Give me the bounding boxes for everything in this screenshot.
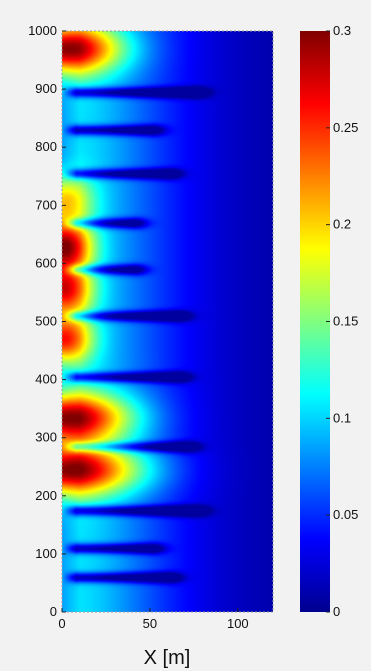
y-tick-label: 1000 (28, 23, 57, 38)
x-axis: 0 50 100 (58, 608, 249, 631)
x-tick-label: 0 (58, 616, 65, 631)
colorbar (300, 31, 330, 612)
colorbar-tick-label: 0.3 (333, 23, 351, 38)
y-tick-label: 600 (35, 255, 57, 270)
y-axis: 0 100 200 300 400 500 600 700 800 900 1000 (28, 23, 66, 619)
y-tick-label: 0 (50, 604, 57, 619)
y-tick-label: 200 (35, 488, 57, 503)
colorbar-axis: 0 0.05 0.1 0.15 0.2 0.25 0.3 (326, 23, 358, 619)
y-tick-label: 500 (35, 314, 57, 329)
x-tick-label: 50 (143, 616, 157, 631)
colorbar-tick-label: 0.1 (333, 410, 351, 425)
x-tick-label: 100 (227, 616, 249, 631)
colorbar-tick-label: 0.2 (333, 217, 351, 232)
heatmap-field (62, 31, 273, 612)
y-tick-label: 800 (35, 139, 57, 154)
colorbar-tick-label: 0.25 (333, 120, 358, 135)
y-tick-label: 900 (35, 81, 57, 96)
y-tick-label: 300 (35, 430, 57, 445)
colorbar-tick-label: 0 (333, 604, 340, 619)
x-axis-label: X [m] (144, 647, 191, 669)
y-tick-label: 100 (35, 546, 57, 561)
colorbar-tick-label: 0.05 (333, 507, 358, 522)
y-tick-label: 400 (35, 372, 57, 387)
y-tick-label: 700 (35, 197, 57, 212)
colorbar-tick-label: 0.15 (333, 314, 358, 329)
